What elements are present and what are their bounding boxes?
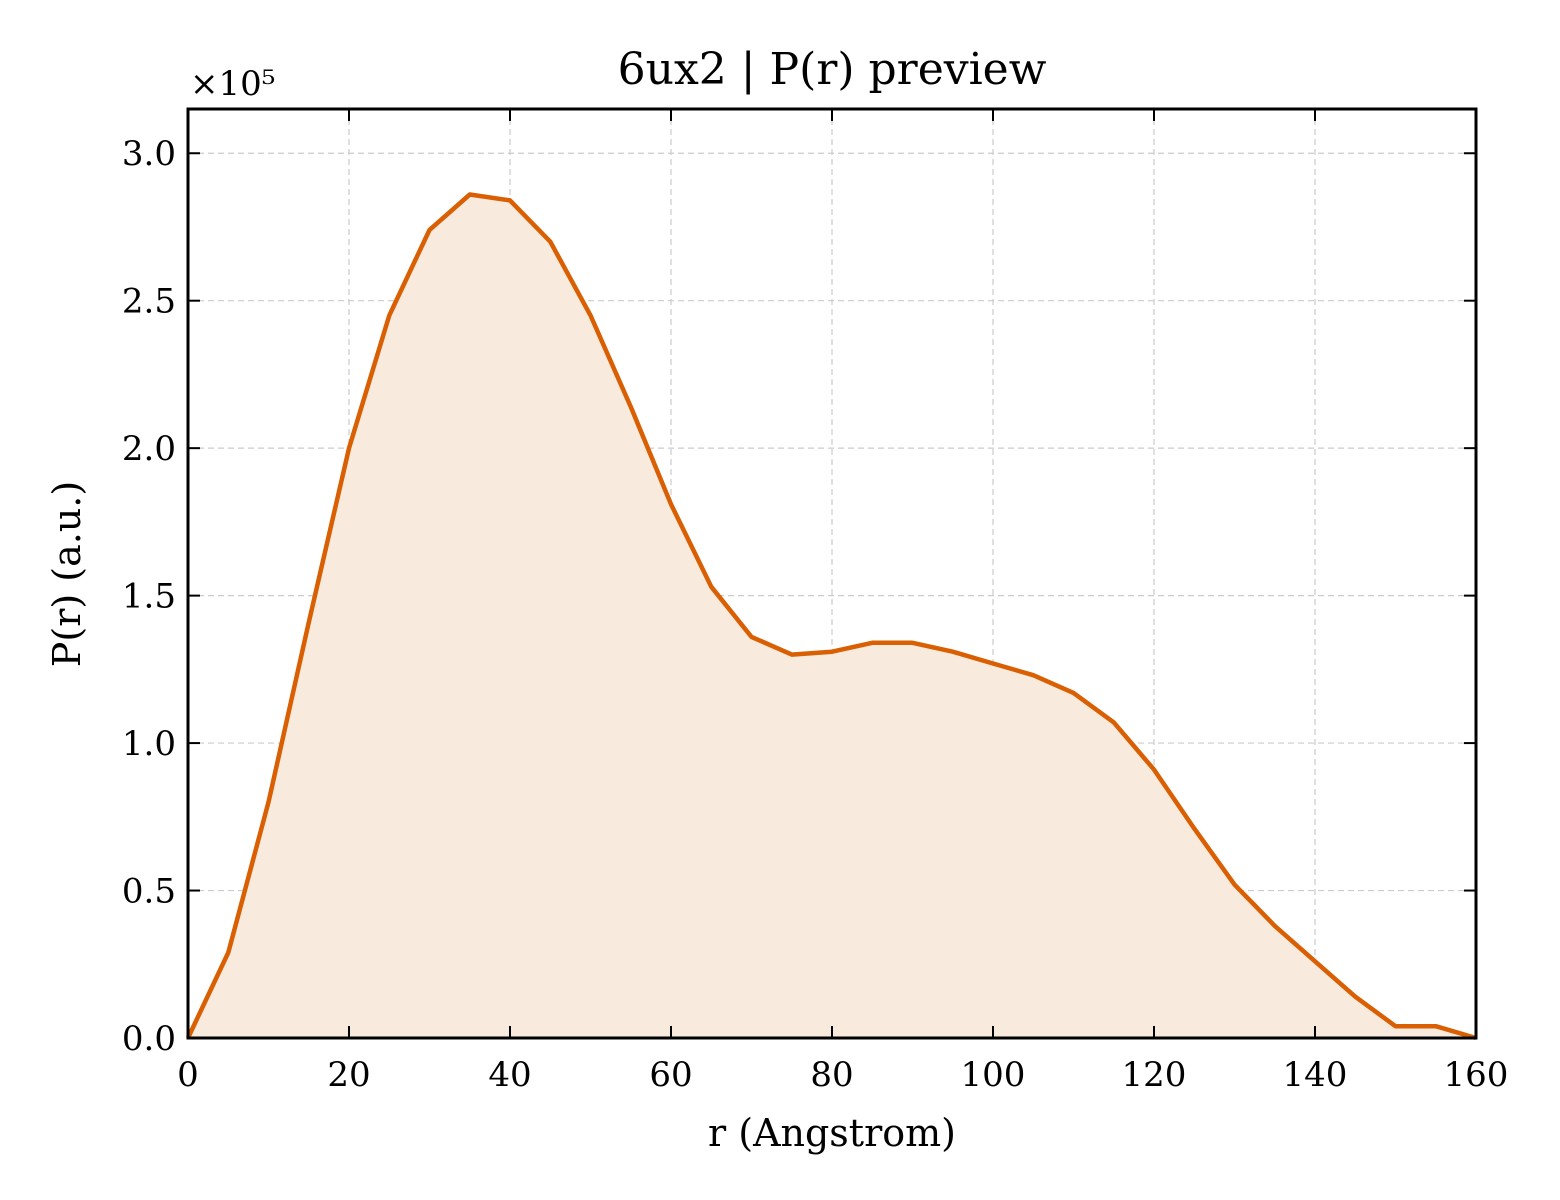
- y-tick-label: 2.0: [122, 429, 176, 469]
- x-tick-label: 120: [1122, 1055, 1187, 1095]
- y-tick-label: 3.0: [122, 134, 176, 174]
- y-axis-label: P(r) (a.u.): [45, 481, 89, 667]
- x-axis-label: r (Angstrom): [708, 1111, 956, 1155]
- x-tick-label: 100: [961, 1055, 1026, 1095]
- x-tick-label: 40: [488, 1055, 531, 1095]
- y-offset-label: ×10⁵: [190, 64, 275, 104]
- x-tick-label: 80: [810, 1055, 853, 1095]
- x-tick-label: 0: [177, 1055, 199, 1095]
- y-tick-label: 1.0: [122, 724, 176, 764]
- x-tick-label: 140: [1283, 1055, 1348, 1095]
- chart-title: 6ux2 | P(r) preview: [618, 44, 1047, 95]
- y-tick-label: 2.5: [122, 282, 176, 322]
- axis-ticks: [187, 109, 1477, 1039]
- y-tick-label: 0.5: [122, 872, 176, 912]
- y-tick-label: 1.5: [122, 577, 176, 617]
- pr-series-line: [185, 192, 1477, 1041]
- x-tick-labels: 0 20 40 60 80 100 120 140 160: [177, 1055, 1508, 1095]
- pr-area-fill: [188, 194, 1476, 1038]
- y-tick-label: 0.0: [122, 1019, 176, 1059]
- x-tick-label: 60: [649, 1055, 692, 1095]
- y-tick-labels: 0.0 0.5 1.0 1.5 2.0 2.5 3.0: [122, 134, 176, 1059]
- x-tick-label: 160: [1444, 1055, 1509, 1095]
- x-tick-label: 20: [327, 1055, 370, 1095]
